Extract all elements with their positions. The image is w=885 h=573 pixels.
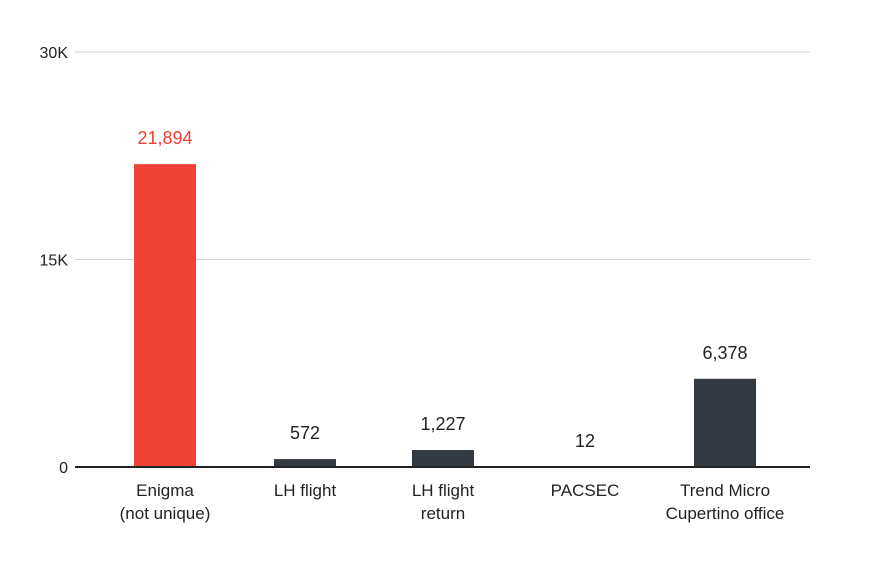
bar-value-label: 12 — [575, 431, 595, 451]
category-label-line: Trend Micro — [680, 481, 770, 500]
bar — [412, 450, 474, 467]
category-label-line: return — [421, 504, 465, 523]
category-label: PACSEC — [551, 481, 620, 500]
bar-value-label: 6,378 — [702, 343, 747, 363]
category-label: Trend Micro Cupertino office — [666, 481, 785, 523]
y-tick-label: 30K — [40, 45, 69, 62]
category-labels: Enigma (not unique) LH flight LH flight retu… — [120, 481, 785, 523]
category-label: Enigma (not unique) — [120, 481, 211, 523]
y-axis-tick-labels: 0 15K 30K — [40, 45, 69, 477]
data-labels: 21,894 572 1,227 12 6,378 — [137, 128, 747, 451]
bar — [134, 164, 196, 467]
bar — [274, 459, 336, 467]
category-label-line: LH flight — [274, 481, 337, 500]
category-label: LH flight return — [412, 481, 475, 523]
bar — [694, 378, 756, 467]
category-label-line: PACSEC — [551, 481, 620, 500]
category-label-line: Cupertino office — [666, 504, 785, 523]
y-tick-label: 0 — [59, 460, 68, 477]
gridlines — [75, 51, 810, 260]
bars — [134, 164, 756, 467]
y-tick-label: 15K — [40, 253, 69, 270]
bar-value-label: 1,227 — [420, 414, 465, 434]
category-label-line: LH flight — [412, 481, 475, 500]
category-label: LH flight — [274, 481, 337, 500]
bar-value-label: 572 — [290, 423, 320, 443]
category-label-line: Enigma — [136, 481, 194, 500]
bar-value-label: 21,894 — [137, 128, 192, 148]
category-label-line: (not unique) — [120, 504, 211, 523]
